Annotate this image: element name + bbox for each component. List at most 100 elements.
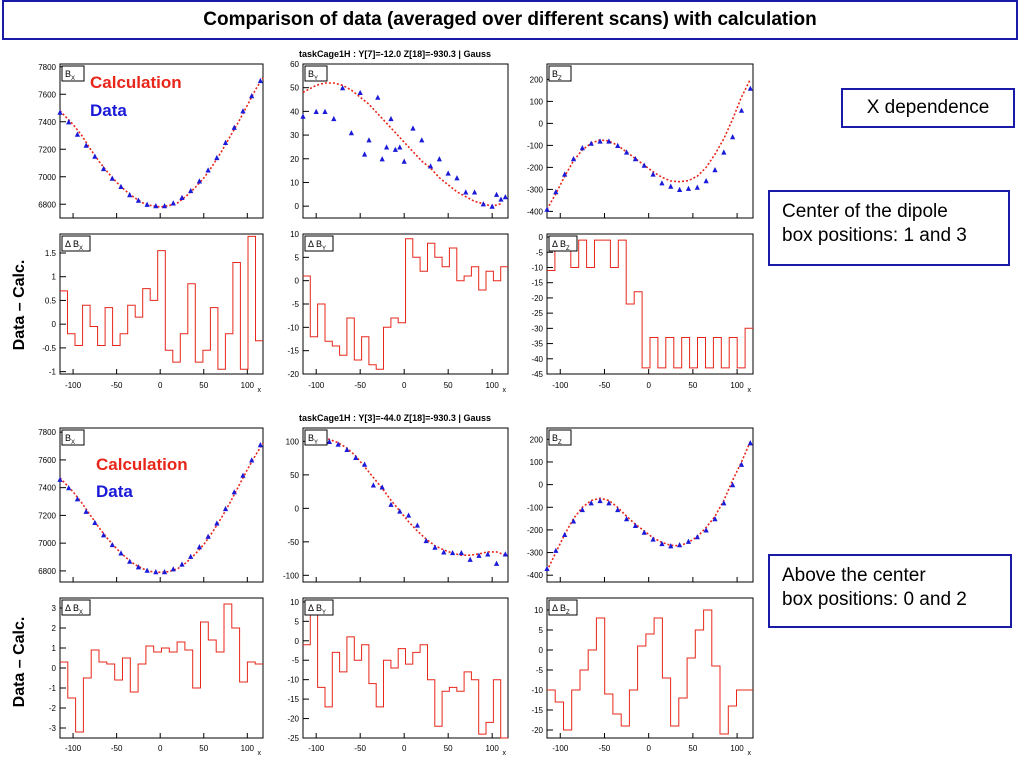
y-tick-label: -20 [531,726,543,735]
data-point [188,553,194,559]
panel-label: BZ [552,433,562,446]
data-point [432,544,438,550]
panel-label: BX [65,69,75,82]
y-tick-label: 7000 [38,173,56,182]
legend-data: Data [96,482,133,501]
x-dependence-callout: X dependence [841,88,1015,128]
data-point [476,552,482,558]
plot-frame [59,63,264,219]
data-point [632,156,639,162]
data-point [326,438,332,444]
data-point [100,532,107,538]
y-tick-label: -25 [287,734,299,743]
y-tick-label: 7400 [38,118,56,127]
y-tick-label: -15 [287,695,299,704]
panel-label-sub: Y [322,246,326,252]
x-tick-label: 50 [688,381,697,390]
y-tick-label: -15 [287,347,299,356]
data-point [694,184,700,190]
data-point [205,167,211,173]
panel-label-main: Δ B [65,603,79,613]
y-tick-label: -100 [527,503,544,512]
plot-frame [302,597,509,739]
y-tick-label: -20 [287,715,299,724]
data-point [721,500,727,506]
x-tick-label: -50 [354,381,366,390]
y-tick-label: 50 [290,84,299,93]
y-tick-label: -40 [531,355,543,364]
x-axis-label: x [258,750,262,757]
data-point [196,544,202,550]
y-tick-label: 100 [530,458,544,467]
data-point [471,189,478,195]
data-point [118,550,124,556]
data-point [449,549,456,556]
panel-label-box [304,429,328,446]
y-tick-label: 7600 [38,90,56,99]
data-point [623,149,630,155]
panel-label: Δ BX [65,239,83,252]
data-point [249,93,255,99]
data-point [257,442,263,448]
panel-label-main: B [308,69,314,79]
y-tick-label: -20 [531,294,543,303]
data-point [747,85,753,91]
panel-label: Δ BY [308,603,326,616]
x-axis-label: x [503,750,507,757]
data-point [544,206,550,212]
x-tick-label: 100 [730,744,744,753]
plot-frame [546,63,754,219]
y-tick-label: 10 [290,178,299,187]
y-tick-label: -10 [531,263,543,272]
y-tick-label: 3 [52,604,57,613]
y-tick-label: -300 [527,185,544,194]
data-point [397,508,403,514]
data-point [427,163,434,169]
data-point [668,183,674,189]
data-point [544,565,550,572]
y-tick-label: 1 [52,644,57,653]
y-tick-label: -5 [292,300,300,309]
data-point [205,533,211,539]
panel-label: BY [308,433,318,446]
data-point [109,175,115,181]
field-panel-y: -100 -50 0 50 100 BY [283,427,509,583]
y-tick-label: -400 [527,207,544,216]
diff-histogram [547,609,753,735]
y-tick-label: 0 [52,320,57,329]
data-point [257,77,263,84]
data-point [423,537,429,544]
y-tick-label: -100 [527,141,544,150]
data-point [83,508,89,514]
x-tick-label: 50 [688,744,697,753]
data-point [570,518,577,524]
data-point [231,489,237,495]
data-point [467,556,473,562]
calc-curve [59,442,264,574]
data-point [357,89,363,96]
y-tick-label: 1 [52,273,57,282]
data-point [579,506,585,513]
data-point [436,156,442,162]
y-tick-label: -15 [531,279,543,288]
data-point [588,500,594,506]
data-point [240,472,246,478]
plot-frame [302,427,509,583]
diff-histogram [60,235,263,370]
data-point [615,142,621,148]
x-tick-label: -50 [599,381,611,390]
x-tick-label: -100 [308,381,325,390]
data-point [615,506,621,513]
data-point [738,107,745,113]
panel-label-main: Δ B [552,239,566,249]
y-tick-label: 100 [530,97,544,106]
legend: Calculation Data [96,455,188,501]
data-point [348,130,354,136]
data-point [703,527,709,533]
data-point [383,144,390,150]
y-tick-label: 200 [530,75,544,84]
data-point [454,175,460,181]
panel-label-sub: Z [566,610,570,616]
data-point [632,522,639,528]
